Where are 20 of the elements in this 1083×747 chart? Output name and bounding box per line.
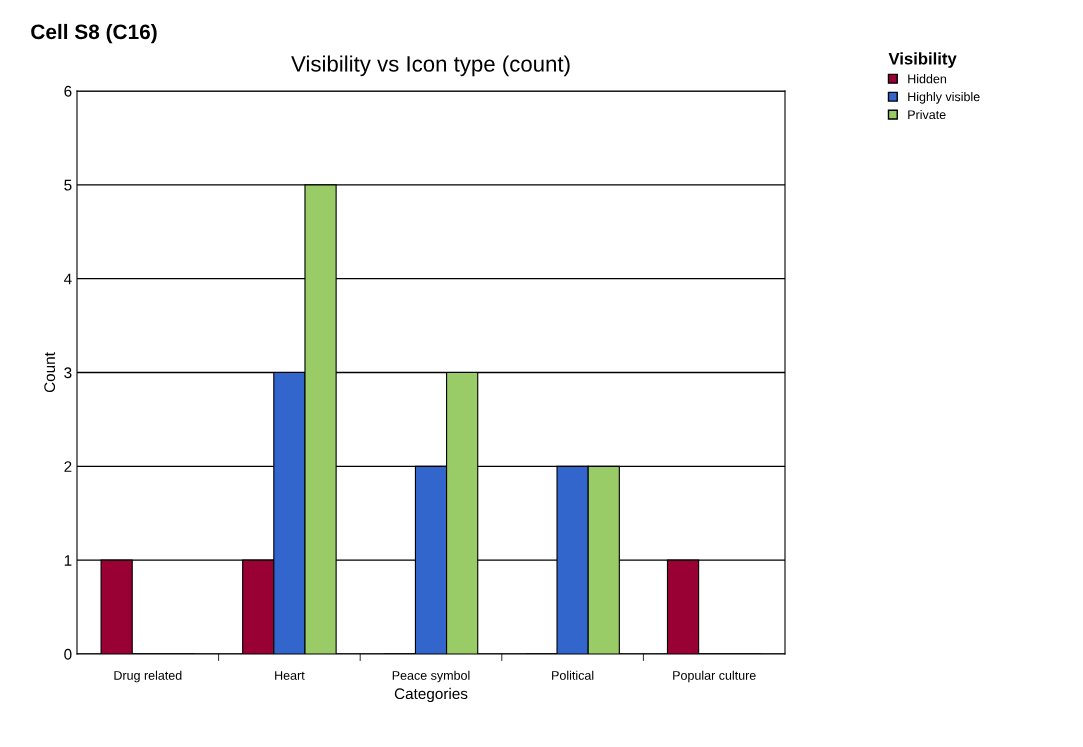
x-tick-label: Peace symbol bbox=[392, 670, 470, 683]
x-tick-label: Popular culture bbox=[673, 670, 756, 683]
legend-label: Private bbox=[908, 109, 946, 120]
y-tick-label: 1 bbox=[64, 555, 72, 566]
chart-title: Visibility vs Icon type (count) bbox=[291, 55, 570, 77]
y-axis-title: Count bbox=[44, 352, 56, 393]
y-tick-label: 4 bbox=[63, 273, 72, 285]
y-tick-label: 2 bbox=[64, 461, 72, 472]
legend-label: Highly visible bbox=[908, 92, 980, 104]
y-tick-label: 6 bbox=[64, 85, 72, 97]
y-tick-label: 3 bbox=[64, 367, 72, 379]
y-tick-label: 0 bbox=[64, 648, 72, 660]
legend-label: Hidden bbox=[908, 74, 947, 84]
y-tick-label: 5 bbox=[64, 179, 72, 191]
x-tick-label: Political bbox=[552, 670, 594, 680]
x-tick-label: Heart bbox=[275, 671, 305, 680]
x-tick-label: Drug related bbox=[114, 670, 182, 683]
legend-title: Visibility bbox=[888, 52, 957, 68]
text: Cell S8 (C16) bbox=[31, 23, 157, 44]
x-axis-title: Categories bbox=[394, 687, 468, 703]
